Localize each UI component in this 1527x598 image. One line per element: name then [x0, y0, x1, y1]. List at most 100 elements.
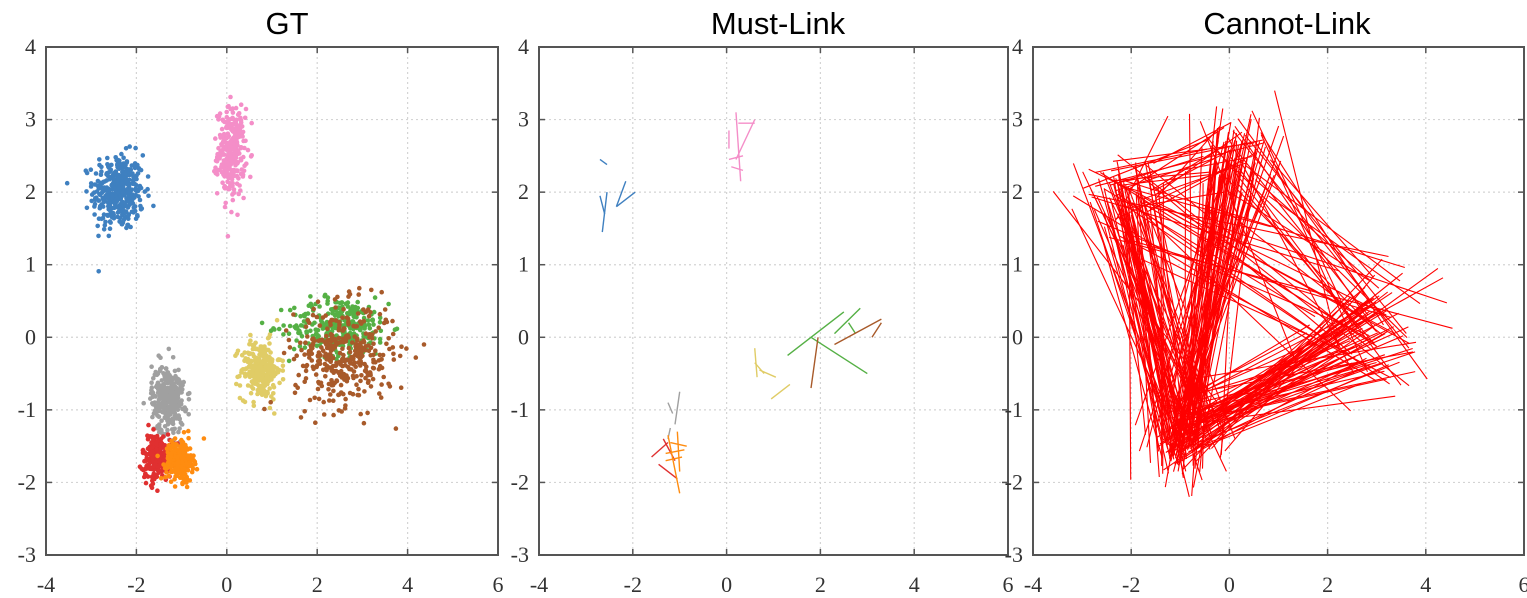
scatter-point-cluster-2: [252, 374, 257, 379]
scatter-point-cluster-4: [391, 351, 396, 357]
scatter-point-cluster-4: [358, 351, 363, 356]
scatter-point-cluster-2: [242, 399, 248, 405]
scatter-point-cluster-4: [337, 350, 343, 356]
cannot-link-segment: [1163, 340, 1351, 415]
scatter-point-cluster-4: [377, 311, 383, 317]
x-tick-label: 2: [1322, 572, 1333, 597]
scatter-point-cluster-1: [213, 136, 218, 141]
scatter-point-cluster-0: [94, 189, 100, 194]
scatter-point-cluster-7: [174, 446, 179, 452]
cannot-link-segment: [1234, 125, 1377, 332]
x-tick-label: 6: [1519, 572, 1527, 597]
scatter-point-cluster-4: [371, 341, 376, 347]
scatter-point-cluster-1: [230, 135, 236, 141]
y-tick-label: -2: [18, 469, 36, 494]
scatter-point-cluster-7: [161, 462, 166, 467]
scatter-point-cluster-0: [137, 197, 143, 203]
scatter-point-cluster-1: [245, 147, 251, 153]
scatter-point-cluster-7: [172, 436, 178, 441]
cannot-link-segment: [1251, 110, 1354, 328]
scatter-point-cluster-4: [305, 334, 310, 339]
cannot-link-segment: [1091, 196, 1340, 272]
cannot-link-segment: [1115, 159, 1245, 220]
scatter-point-cluster-5: [174, 405, 179, 410]
scatter-point-cluster-1: [242, 145, 247, 151]
x-tick-label: 2: [815, 572, 826, 597]
scatter-point-cluster-4: [331, 398, 336, 404]
scatter-point-cluster-0: [126, 189, 132, 195]
cannot-link-segment: [1238, 184, 1378, 348]
scatter-point-cluster-1: [238, 115, 243, 121]
scatter-point-cluster-4: [319, 337, 325, 343]
scatter-point-cluster-0: [106, 233, 112, 239]
scatter-point-cluster-0: [117, 165, 123, 170]
scatter-point-cluster-1: [218, 135, 223, 140]
cannot-link-segment: [1129, 127, 1225, 190]
scatter-point-cluster-5: [163, 366, 169, 371]
scatter-point-cluster-7: [172, 477, 177, 482]
scatter-point-cluster-0: [93, 196, 98, 201]
x-tick-label: -4: [1024, 572, 1042, 597]
scatter-point-cluster-0: [110, 172, 116, 178]
scatter-point-cluster-3: [322, 292, 328, 298]
scatter-point-cluster-4: [340, 372, 345, 378]
scatter-point-cluster-3: [317, 304, 322, 309]
scatter-point-cluster-5: [151, 376, 156, 381]
scatter-point-cluster-5: [174, 391, 179, 396]
scatter-point-cluster-0: [101, 227, 107, 232]
scatter-point-cluster-3: [348, 307, 354, 312]
cannot-link-segment: [1196, 364, 1371, 446]
cannot-link-segment: [1112, 142, 1255, 162]
scatter-point-cluster-7: [155, 453, 160, 459]
cannot-link-segment: [1227, 137, 1355, 374]
scatter-point-cluster-7: [165, 450, 171, 455]
scatter-point-cluster-4: [365, 410, 370, 416]
scatter-point-cluster-0: [116, 205, 121, 210]
scatter-point-cluster-4: [349, 354, 354, 360]
scatter-point-cluster-7: [194, 466, 200, 472]
scatter-point-cluster-4: [342, 358, 348, 364]
scatter-point-cluster-3: [293, 326, 299, 331]
scatter-point-cluster-4: [298, 415, 304, 420]
cannot-link-segment: [1117, 193, 1390, 385]
cannot-link-segment: [1146, 141, 1225, 448]
scatter-point-cluster-5: [141, 400, 146, 406]
scatter-point-cluster-4: [355, 336, 360, 342]
scatter-point-cluster-0: [106, 203, 111, 209]
scatter-point-cluster-2: [267, 332, 273, 337]
scatter-point-cluster-7: [179, 474, 185, 480]
scatter-point-cluster-7: [190, 466, 196, 472]
scatter-point-cluster-0: [88, 167, 94, 172]
scatter-point-cluster-2: [234, 381, 239, 387]
scatter-point-cluster-1: [212, 168, 217, 174]
scatter-point-cluster-0: [146, 193, 151, 199]
scatter-point-cluster-1: [235, 168, 240, 173]
scatter-point-cluster-5: [162, 373, 167, 378]
scatter-point-cluster-1: [228, 149, 233, 155]
scatter-point-cluster-4: [363, 331, 369, 336]
scatter-point-cluster-2: [274, 317, 280, 323]
cannot-link-segment: [1134, 204, 1214, 438]
scatter-point-cluster-7: [181, 444, 186, 449]
scatter-point-cluster-1: [225, 233, 231, 239]
scatter-point-cluster-1: [226, 117, 232, 122]
scatter-point-cluster-1: [230, 115, 235, 121]
scatter-point-cluster-4: [398, 385, 404, 391]
scatter-point-cluster-1: [216, 145, 221, 151]
scatter-point-cluster-1: [224, 135, 229, 141]
scatter-point-cluster-2: [256, 378, 262, 383]
scatter-point-cluster-0: [127, 144, 132, 149]
scatter-point-cluster-4: [341, 391, 346, 397]
scatter-point-cluster-2: [247, 369, 252, 374]
scatter-point-cluster-4: [315, 299, 321, 305]
cannot-link-segment: [1230, 156, 1402, 386]
scatter-point-cluster-2: [253, 357, 258, 363]
scatter-point-cluster-0: [116, 185, 122, 191]
scatter-point-cluster-4: [292, 390, 298, 396]
scatter-point-cluster-1: [231, 155, 236, 161]
scatter-point-cluster-7: [184, 474, 189, 480]
scatter-point-cluster-5: [170, 419, 175, 424]
cannot-link-segment: [1174, 351, 1416, 433]
scatter-point-cluster-0: [93, 171, 99, 176]
